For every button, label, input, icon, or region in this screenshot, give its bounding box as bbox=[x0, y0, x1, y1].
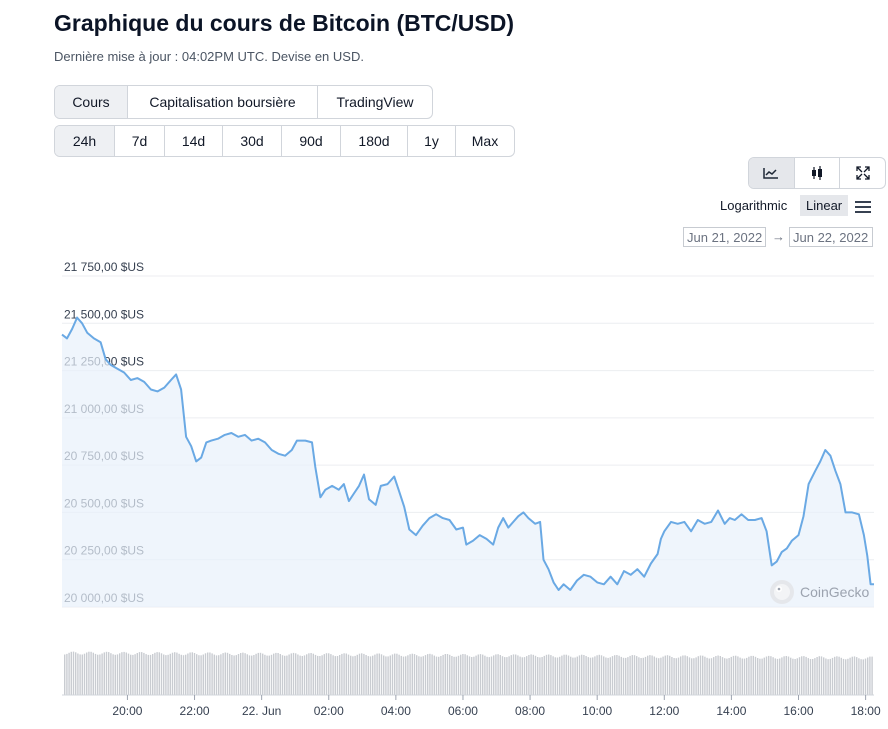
range-1y[interactable]: 1y bbox=[408, 126, 456, 156]
y-tick-label: 21 750,00 $US bbox=[64, 260, 144, 274]
range-180d[interactable]: 180d bbox=[341, 126, 408, 156]
range-14d[interactable]: 14d bbox=[165, 126, 223, 156]
date-to-input[interactable] bbox=[789, 227, 873, 247]
x-tick-label: 22. Jun bbox=[242, 704, 281, 718]
x-tick-label: 02:00 bbox=[314, 704, 344, 718]
x-tick-label: 10:00 bbox=[582, 704, 612, 718]
x-tick-label: 16:00 bbox=[783, 704, 813, 718]
page-title: Graphique du cours de Bitcoin (BTC/USD) bbox=[54, 10, 515, 36]
price-area-fill bbox=[62, 317, 874, 607]
x-tick-label: 08:00 bbox=[515, 704, 545, 718]
x-tick-label: 20:00 bbox=[112, 704, 142, 718]
range-90d[interactable]: 90d bbox=[282, 126, 341, 156]
fullscreen-button[interactable] bbox=[840, 158, 885, 188]
range-max[interactable]: Max bbox=[471, 133, 499, 149]
volume-bars bbox=[62, 651, 874, 696]
price-line bbox=[61, 316, 874, 591]
x-tick-label: 04:00 bbox=[381, 704, 411, 718]
coingecko-watermark: CoinGecko bbox=[770, 580, 869, 604]
logarithmic-toggle[interactable]: Logarithmic bbox=[720, 198, 788, 213]
x-tick-label: 06:00 bbox=[448, 704, 478, 718]
candlestick-icon bbox=[812, 166, 822, 180]
chart-tools bbox=[748, 157, 886, 189]
time-range-selector: 24h 7d 14d 30d 90d 180d 1y Max bbox=[54, 125, 515, 157]
y-tick-label: 21 500,00 $US bbox=[64, 307, 144, 321]
tab-price[interactable]: Cours bbox=[55, 86, 128, 118]
chart-type-tabs: Cours Capitalisation boursière TradingVi… bbox=[54, 85, 433, 119]
fullscreen-icon bbox=[856, 166, 870, 180]
x-tick-label: 18:00 bbox=[851, 704, 881, 718]
line-chart-icon bbox=[763, 168, 779, 179]
linear-toggle[interactable]: Linear bbox=[800, 195, 849, 216]
x-tick-label: 12:00 bbox=[649, 704, 679, 718]
range-7d[interactable]: 7d bbox=[115, 126, 165, 156]
range-24h[interactable]: 24h bbox=[55, 126, 115, 156]
menu-icon[interactable] bbox=[855, 201, 871, 214]
last-updated-text: Dernière mise à jour : 04:02PM UTC. Devi… bbox=[54, 49, 364, 64]
candlestick-chart-button[interactable] bbox=[795, 158, 841, 188]
line-chart-button[interactable] bbox=[749, 158, 795, 188]
x-tick-label: 14:00 bbox=[716, 704, 746, 718]
range-30d[interactable]: 30d bbox=[223, 126, 282, 156]
date-arrow-icon: → bbox=[772, 229, 785, 244]
tab-market-cap[interactable]: Capitalisation boursière bbox=[128, 86, 318, 118]
date-from-input[interactable] bbox=[683, 227, 766, 247]
tab-tradingview[interactable]: TradingView bbox=[336, 94, 414, 110]
x-tick-label: 22:00 bbox=[180, 704, 210, 718]
watermark-text: CoinGecko bbox=[800, 584, 869, 600]
